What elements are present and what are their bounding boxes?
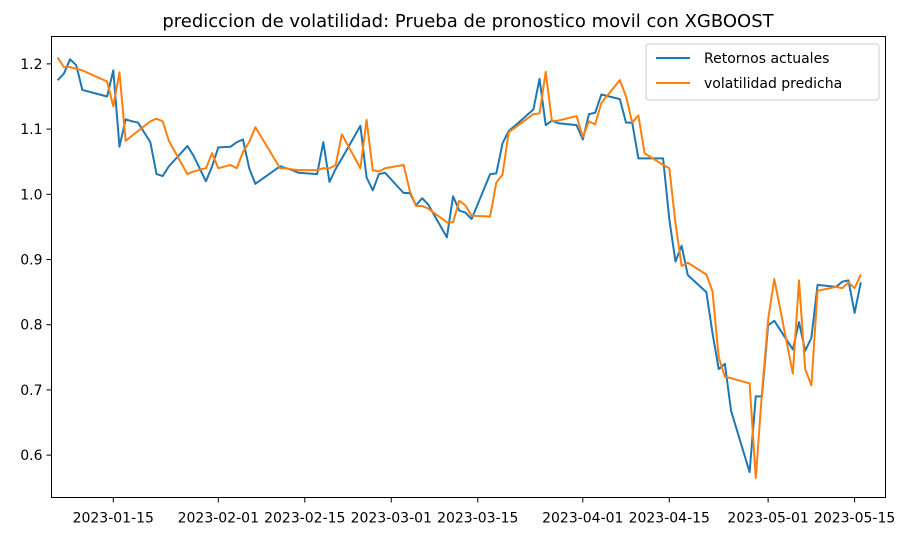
y-tick-label: 0.7 (20, 383, 42, 399)
legend-box (645, 43, 880, 101)
x-tick-label: 2023-02-15 (264, 511, 345, 527)
chart-title: prediccion de volatilidad: Prueba de pro… (162, 11, 774, 32)
x-tick-label: 2023-02-01 (178, 511, 259, 527)
series-layer (56, 56, 862, 479)
legend: Retornos actuales volatilidad predicha (645, 43, 880, 101)
y-tick-label: 1.2 (20, 57, 42, 73)
x-axis: 2023-01-15 2023-02-01 2023-02-15 2023-03-01… (73, 497, 895, 527)
y-tick-label: 0.6 (20, 448, 42, 464)
series-line-0 (56, 58, 862, 474)
y-tick-label: 0.9 (20, 253, 42, 269)
axes-frame (51, 36, 886, 498)
legend-label-0: Retornos actuales (704, 51, 829, 67)
x-tick-label: 2023-03-01 (351, 511, 432, 527)
y-tick-label: 1.1 (20, 122, 42, 138)
y-tick-label: 0.8 (20, 318, 42, 334)
y-axis: 0.6 0.7 0.8 0.9 1.0 1.1 1.2 (20, 57, 52, 464)
y-tick-label: 1.0 (20, 187, 42, 203)
x-tick-label: 2023-05-15 (814, 511, 895, 527)
x-tick-label: 2023-01-15 (73, 511, 154, 527)
x-tick-label: 2023-04-01 (542, 511, 623, 527)
x-tick-label: 2023-05-01 (727, 511, 808, 527)
x-tick-label: 2023-04-15 (629, 511, 710, 527)
legend-label-1: volatilidad predicha (704, 76, 842, 92)
x-tick-label: 2023-03-15 (437, 511, 518, 527)
series-line-1 (56, 56, 862, 479)
